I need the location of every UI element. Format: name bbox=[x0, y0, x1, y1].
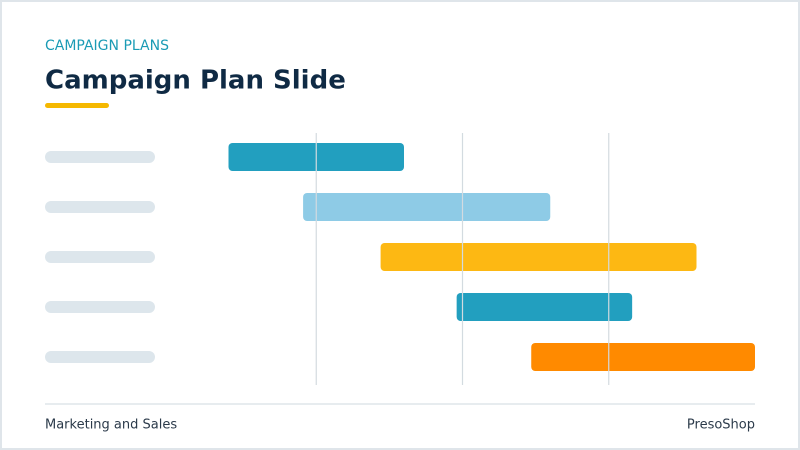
gantt-bar bbox=[531, 343, 755, 371]
label-placeholder bbox=[45, 351, 155, 363]
label-placeholder bbox=[45, 201, 155, 213]
footer-right: PresoShop bbox=[687, 418, 755, 433]
gantt-bar bbox=[456, 293, 633, 321]
label-placeholder bbox=[45, 301, 155, 313]
label-placeholder bbox=[45, 151, 155, 163]
gantt-bar bbox=[380, 243, 697, 271]
footer-left: Marketing and Sales bbox=[45, 418, 177, 433]
kicker: CAMPAIGN PLANS bbox=[45, 38, 169, 54]
title-underline bbox=[45, 103, 109, 108]
gantt-bar bbox=[303, 193, 551, 221]
title: Campaign Plan Slide bbox=[45, 66, 346, 96]
label-placeholder bbox=[45, 251, 155, 263]
